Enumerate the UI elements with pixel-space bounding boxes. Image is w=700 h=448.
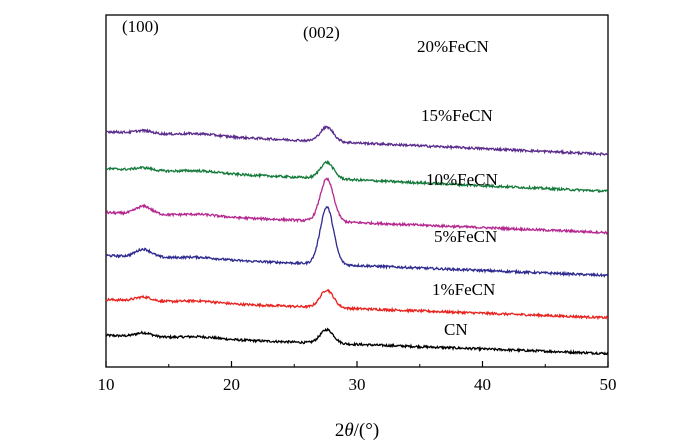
series-line-5-fecn: [105, 205, 609, 278]
x-axis-title: 2θ/(°): [335, 420, 379, 441]
series-layer: [105, 125, 609, 356]
series-line-10-fecn: [105, 177, 609, 235]
series-label-10-fecn: 10%FeCN: [426, 170, 498, 189]
series-line-cn: [105, 327, 609, 356]
x-tick-label-30: 30: [349, 375, 366, 394]
plot-frame: [105, 14, 609, 368]
peak-label-002: (002): [303, 23, 340, 42]
x-axis-ticks: 10 20 30 40 50: [98, 361, 617, 394]
x-tick-label-40: 40: [474, 375, 491, 394]
x-tick-label-20: 20: [223, 375, 240, 394]
series-line-20-fecn: [105, 125, 609, 157]
series-label-5-fecn: 5%FeCN: [434, 227, 497, 246]
series-label-cn: CN: [444, 320, 468, 339]
series-line-15-fecn: [105, 159, 609, 193]
x-tick-label-50: 50: [600, 375, 617, 394]
series-label-20-fecn: 20%FeCN: [417, 37, 489, 56]
peak-label-100: (100): [122, 17, 159, 36]
series-line-1-fecn: [105, 288, 609, 321]
series-label-15-fecn: 15%FeCN: [421, 106, 493, 125]
series-label-1-fecn: 1%FeCN: [432, 280, 495, 299]
x-tick-label-10: 10: [98, 375, 115, 394]
